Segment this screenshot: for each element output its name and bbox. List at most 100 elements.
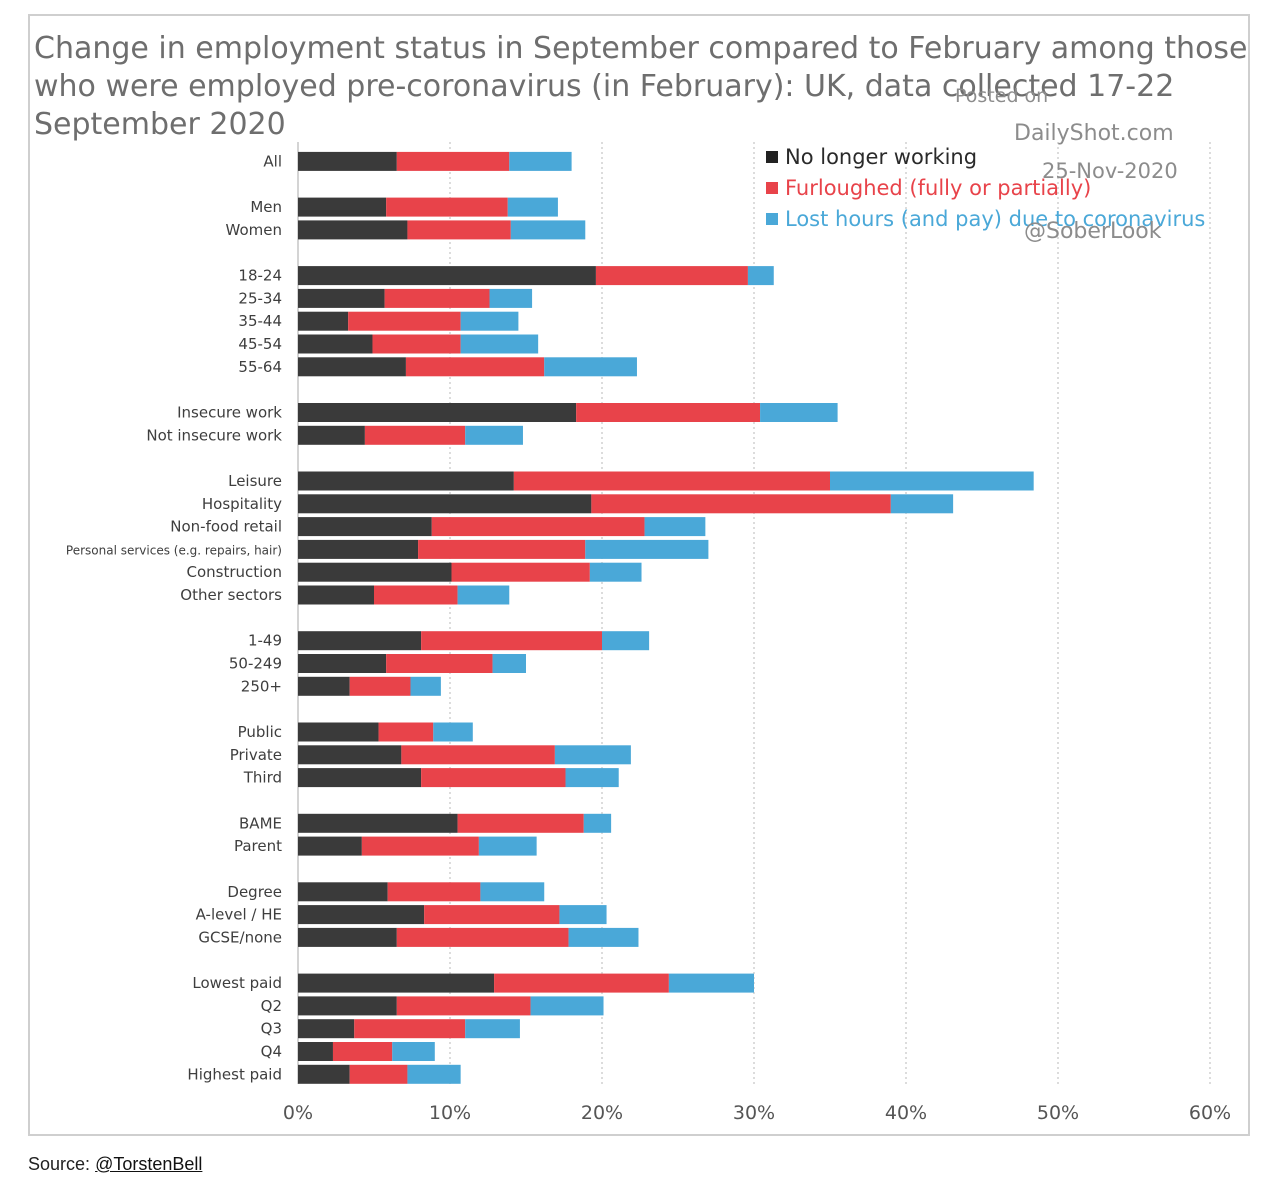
bar-not-insecure-work-lost-hours-and-pay-due-to-coronavirus	[465, 425, 523, 445]
bar-construction-lost-hours-and-pay-due-to-coronavirus	[589, 562, 642, 582]
x-tick-label-40: 40%	[885, 1102, 927, 1124]
category-label-insecure-work: Insecure work	[177, 404, 282, 422]
bar-non-food-retail-no-longer-working	[298, 517, 432, 537]
category-label-q4: Q4	[261, 1043, 282, 1061]
category-label-18-24: 18-24	[238, 267, 282, 285]
bar-all-no-longer-working	[298, 151, 397, 171]
bar-55-64-furloughed-fully-or-partially	[405, 357, 545, 377]
source-link[interactable]: @TorstenBell	[95, 1154, 203, 1174]
category-label-hospitality: Hospitality	[202, 495, 282, 513]
bar-q4-no-longer-working	[298, 1042, 333, 1061]
bar-degree-no-longer-working	[298, 882, 388, 902]
bar-hospitality-furloughed-fully-or-partially	[591, 494, 891, 514]
x-tick-label-20: 20%	[581, 1102, 623, 1124]
source-label: Source:	[28, 1154, 91, 1174]
x-tick-label-0: 0%	[283, 1102, 313, 1124]
bar-insecure-work-lost-hours-and-pay-due-to-coronavirus	[760, 403, 838, 422]
bar-q4-furloughed-fully-or-partially	[332, 1042, 393, 1061]
bar-highest-paid-lost-hours-and-pay-due-to-coronavirus	[407, 1064, 461, 1084]
bar-not-insecure-work-no-longer-working	[298, 425, 365, 445]
bar-public-furloughed-fully-or-partially	[378, 722, 434, 742]
bar-gcse-none-lost-hours-and-pay-due-to-coronavirus	[568, 927, 639, 947]
watermark-posted: Posted on	[955, 85, 1048, 107]
bar-highest-paid-no-longer-working	[298, 1064, 350, 1084]
bar-women-furloughed-fully-or-partially	[407, 220, 511, 240]
bar-45-54-furloughed-fully-or-partially	[372, 334, 461, 354]
bar-other-sectors-lost-hours-and-pay-due-to-coronavirus	[457, 585, 510, 605]
category-label-25-34: 25-34	[238, 289, 282, 307]
bar-non-food-retail-lost-hours-and-pay-due-to-coronavirus	[644, 517, 706, 537]
category-label-other-sectors: Other sectors	[180, 586, 282, 604]
bar-250-lost-hours-and-pay-due-to-coronavirus	[410, 676, 441, 696]
bar-insecure-work-no-longer-working	[298, 403, 577, 422]
category-label-all: All	[263, 152, 282, 170]
legend-label-no-longer-working: No longer working	[785, 145, 977, 169]
watermark-handle: @SoberLook	[1024, 219, 1162, 244]
bar-third-furloughed-fully-or-partially	[421, 768, 566, 788]
bar-a-level-he-furloughed-fully-or-partially	[424, 905, 560, 925]
bar-non-food-retail-furloughed-fully-or-partially	[431, 517, 645, 537]
chart-svg: All Men Women 18-24 25-34 35-44 45-54 55-64 Inse…	[66, 85, 1231, 1124]
bar-18-24-no-longer-working	[298, 266, 596, 286]
bar-personal-services-e-g-repairs-hair-lost-hours-and-pay-due-to-coronavirus	[585, 539, 709, 559]
bar-45-54-lost-hours-and-pay-due-to-coronavirus	[460, 334, 539, 354]
bar-18-24-furloughed-fully-or-partially	[595, 266, 748, 286]
bar-private-lost-hours-and-pay-due-to-coronavirus	[554, 745, 631, 765]
category-label-public: Public	[238, 723, 282, 741]
bar-50-249-furloughed-fully-or-partially	[386, 654, 493, 673]
category-label-q2: Q2	[261, 997, 282, 1015]
bar-all-furloughed-fully-or-partially	[396, 151, 510, 171]
category-label-250: 250+	[241, 677, 282, 695]
category-label-55-64: 55-64	[238, 358, 282, 376]
bar-parent-furloughed-fully-or-partially	[361, 836, 479, 856]
bar-gcse-none-no-longer-working	[298, 927, 397, 947]
category-label-35-44: 35-44	[238, 312, 282, 330]
category-label-parent: Parent	[234, 837, 282, 855]
bar-q2-no-longer-working	[298, 996, 397, 1016]
bar-leisure-furloughed-fully-or-partially	[513, 471, 830, 491]
bar-insecure-work-furloughed-fully-or-partially	[576, 403, 761, 422]
bar-women-no-longer-working	[298, 220, 408, 240]
bar-parent-no-longer-working	[298, 836, 362, 856]
category-label-a-level-he: A-level / HE	[196, 906, 282, 924]
chart-frame: Change in employment status in September…	[28, 14, 1250, 1136]
bar-lowest-paid-furloughed-fully-or-partially	[494, 973, 669, 993]
bar-third-lost-hours-and-pay-due-to-coronavirus	[565, 768, 619, 788]
bar-1-49-furloughed-fully-or-partially	[421, 631, 602, 651]
bar-250-no-longer-working	[298, 676, 350, 696]
legend-swatch-lost-hours-and-pay-due-to-coronavirus	[766, 213, 778, 225]
bar-1-49-lost-hours-and-pay-due-to-coronavirus	[602, 631, 650, 651]
bar-hospitality-no-longer-working	[298, 494, 592, 514]
category-label-50-249: 50-249	[229, 655, 282, 673]
category-label-personal-services-e-g-repairs-hair: Personal services (e.g. repairs, hair)	[66, 543, 282, 557]
bar-q3-no-longer-working	[298, 1019, 355, 1039]
bar-bame-furloughed-fully-or-partially	[457, 813, 584, 833]
bar-q3-furloughed-fully-or-partially	[354, 1019, 466, 1039]
bar-18-24-lost-hours-and-pay-due-to-coronavirus	[747, 266, 774, 286]
bar-personal-services-e-g-repairs-hair-furloughed-fully-or-partially	[418, 539, 586, 559]
category-label-not-insecure-work: Not insecure work	[146, 426, 282, 444]
bar-25-34-lost-hours-and-pay-due-to-coronavirus	[489, 288, 533, 308]
bar-35-44-lost-hours-and-pay-due-to-coronavirus	[460, 311, 519, 331]
bar-degree-furloughed-fully-or-partially	[387, 882, 481, 902]
bar-hospitality-lost-hours-and-pay-due-to-coronavirus	[890, 494, 954, 514]
category-label-third: Third	[243, 769, 282, 787]
bar-all-lost-hours-and-pay-due-to-coronavirus	[509, 151, 572, 171]
legend-swatch-furloughed-fully-or-partially	[766, 182, 778, 194]
legend-label-furloughed-fully-or-partially: Furloughed (fully or partially)	[785, 176, 1091, 200]
category-label-lowest-paid: Lowest paid	[192, 974, 282, 992]
bar-leisure-lost-hours-and-pay-due-to-coronavirus	[830, 471, 1034, 491]
bar-other-sectors-furloughed-fully-or-partially	[374, 585, 458, 605]
source-line: Source: @TorstenBell	[28, 1154, 202, 1175]
category-label-bame: BAME	[239, 814, 282, 832]
bar-45-54-no-longer-working	[298, 334, 373, 354]
bar-men-furloughed-fully-or-partially	[386, 197, 508, 217]
x-tick-labels: 0% 10% 20% 30% 40% 50% 60%	[283, 1102, 1231, 1124]
watermark: Posted on DailyShot.com 25-Nov-2020 @Sob…	[955, 85, 1178, 244]
bar-highest-paid-furloughed-fully-or-partially	[349, 1064, 408, 1084]
bar-private-no-longer-working	[298, 745, 402, 765]
bar-bame-no-longer-working	[298, 813, 458, 833]
category-label-q3: Q3	[261, 1020, 282, 1038]
x-tick-label-50: 50%	[1037, 1102, 1079, 1124]
bar-1-49-no-longer-working	[298, 631, 422, 651]
